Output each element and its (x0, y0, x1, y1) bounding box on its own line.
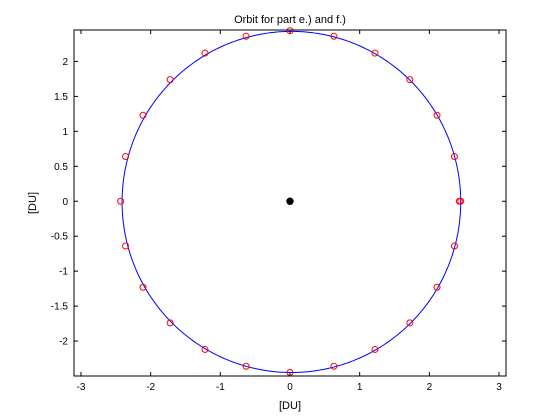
orbit-marker (122, 242, 130, 250)
orbit-marker (122, 153, 130, 161)
orbit-marker (166, 76, 174, 84)
x-tick-label: 0 (287, 382, 293, 393)
orbit-marker (330, 32, 338, 40)
orbit-marker (201, 49, 209, 57)
y-tick-label: -0.5 (51, 232, 69, 243)
orbit-marker (406, 319, 414, 327)
y-axis-label: [DU] (27, 192, 39, 214)
orbit-marker (371, 345, 379, 353)
orbit-marker (286, 27, 294, 35)
orbit-marker (433, 283, 441, 291)
central-body-point (286, 197, 294, 205)
plot-content (117, 27, 465, 377)
y-tick-label: 0.5 (54, 162, 68, 173)
orbit-marker (450, 153, 458, 161)
orbit-marker (330, 362, 338, 370)
y-tick-label: -2 (59, 337, 68, 348)
orbit-marker (201, 345, 209, 353)
orbit-marker (166, 319, 174, 327)
x-tick-label: -2 (146, 382, 155, 393)
x-tick-label: 1 (357, 382, 363, 393)
y-tick-label: 2 (62, 57, 68, 68)
y-tick-label: -1 (59, 267, 68, 278)
orbit-marker (371, 49, 379, 57)
x-tick-label: 3 (496, 382, 502, 393)
orbit-marker (242, 362, 250, 370)
x-axis-label: [DU] (279, 400, 301, 412)
orbit-marker (139, 111, 147, 119)
orbit-marker (450, 242, 458, 250)
x-tick-label: -1 (216, 382, 225, 393)
x-tick-label: -3 (77, 382, 86, 393)
y-tick-label: 1 (62, 127, 68, 138)
orbit-marker (117, 197, 125, 205)
y-tick-label: 1.5 (54, 92, 68, 103)
x-tick-label: 2 (427, 382, 433, 393)
y-tick-label: 0 (62, 197, 68, 208)
orbit-marker (406, 76, 414, 84)
chart-title: Orbit for part e.) and f.) (234, 14, 346, 26)
orbit-marker (139, 283, 147, 291)
y-axis-ticks: -2 -1.5 -1 -0.5 0 0.5 1 1.5 2 (51, 57, 506, 348)
orbit-line (121, 30, 462, 374)
plot-frame (73, 29, 507, 377)
orbit-marker (433, 111, 441, 119)
orbit-marker (242, 32, 250, 40)
orbit-marker (455, 197, 463, 205)
y-tick-label: -1.5 (51, 302, 69, 313)
